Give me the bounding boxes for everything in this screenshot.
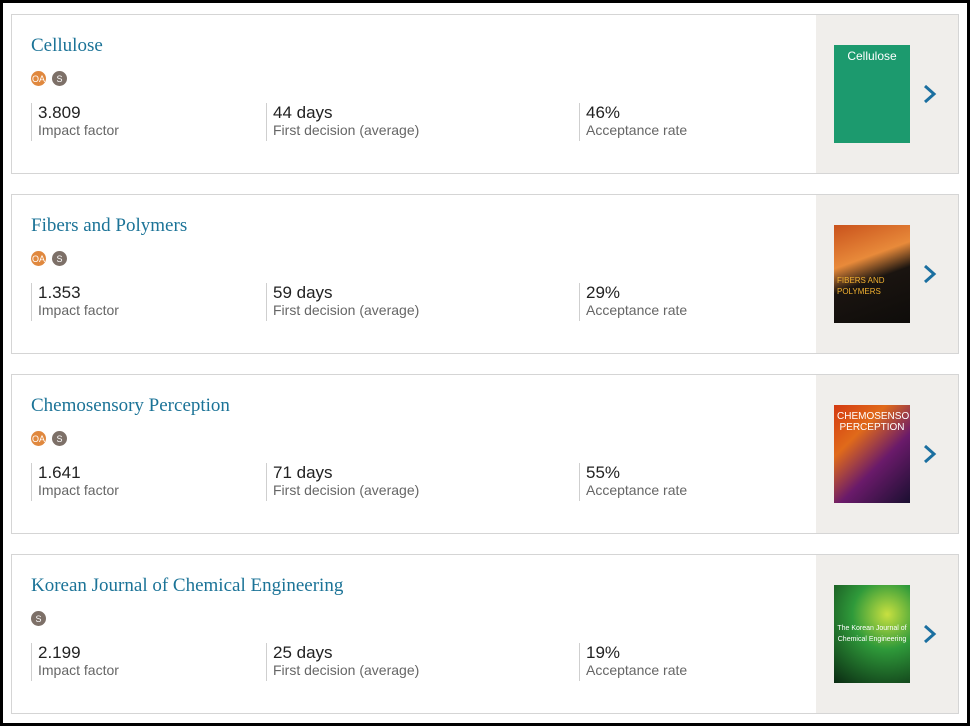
metric: 2.199 Impact factor (31, 643, 119, 681)
metric: 1.353 Impact factor (31, 283, 119, 321)
metric: 19% Acceptance rate (579, 643, 687, 681)
badge: S (31, 611, 46, 626)
journal-title[interactable]: Korean Journal of Chemical Engineering (31, 575, 344, 596)
chevron-icon (924, 624, 937, 644)
chevron-icon (924, 444, 937, 464)
metric-label: First decision (average) (273, 122, 420, 138)
metric: 55% Acceptance rate (579, 463, 687, 501)
metric-label: First decision (average) (273, 302, 420, 318)
metric-label: Acceptance rate (586, 302, 688, 318)
chevron[interactable] (922, 623, 938, 645)
chevron-icon (924, 264, 937, 284)
cover-panel[interactable]: Cellulose (816, 15, 958, 173)
metric-value: 29% (586, 283, 621, 302)
metric-value: 2.199 (38, 643, 81, 662)
metric-value: 44 days (273, 103, 333, 122)
journal-card[interactable]: Korean Journal of Chemical Engineering S 2… (11, 554, 959, 714)
chevron-icon (924, 84, 937, 104)
metric-label: Acceptance rate (586, 122, 688, 138)
metric: 25 days First decision (average) (266, 643, 419, 681)
journal-title[interactable]: Cellulose (31, 35, 103, 56)
badges: OA S (31, 431, 67, 446)
journal-card[interactable]: Chemosensory Perception OA S 1.641 Impact fa… (11, 374, 959, 534)
cover-image: The Korean Journal of Chemical Engineeri… (834, 585, 910, 683)
metric-value: 19% (586, 643, 621, 662)
cover-panel[interactable]: The Korean Journal of Chemical Engineeri… (816, 555, 958, 713)
metric-value: 59 days (273, 283, 333, 302)
metric: 29% Acceptance rate (579, 283, 687, 321)
metric-value: 25 days (273, 643, 333, 662)
chevron[interactable] (922, 443, 938, 465)
badge: S (52, 431, 67, 446)
badges: OA S (31, 71, 67, 86)
metric-value: 55% (586, 463, 621, 482)
badge: S (52, 251, 67, 266)
metric-label: Impact factor (38, 302, 119, 318)
journal-title[interactable]: Chemosensory Perception (31, 395, 230, 416)
badges: S (31, 611, 46, 626)
journal-title[interactable]: Fibers and Polymers (31, 215, 188, 236)
chevron[interactable] (922, 263, 938, 285)
badge: OA (31, 71, 46, 86)
metric: 71 days First decision (average) (266, 463, 419, 501)
metric: 59 days First decision (average) (266, 283, 419, 321)
metric: 1.641 Impact factor (31, 463, 119, 501)
metric-label: Acceptance rate (586, 662, 688, 678)
cover-panel[interactable]: CHEMOSENSORY PERCEPTION (816, 375, 958, 533)
metric-value: 71 days (273, 463, 333, 482)
cover-panel[interactable]: FIBERS AND POLYMERS (816, 195, 958, 353)
metric-label: Acceptance rate (586, 482, 688, 498)
metric-value: 1.641 (38, 463, 81, 482)
metric-value: 46% (586, 103, 621, 122)
chevron[interactable] (922, 83, 938, 105)
metric: 46% Acceptance rate (579, 103, 687, 141)
badges: OA S (31, 251, 67, 266)
metric-label: Impact factor (38, 482, 119, 498)
cover-image: CHEMOSENSORY PERCEPTION (834, 405, 910, 503)
metric-value: 1.353 (38, 283, 81, 302)
metric-label: First decision (average) (273, 482, 420, 498)
metric-label: Impact factor (38, 122, 119, 138)
badge: S (52, 71, 67, 86)
metric: 44 days First decision (average) (266, 103, 419, 141)
metric: 3.809 Impact factor (31, 103, 119, 141)
metric-value: 3.809 (38, 103, 81, 122)
cover-image: FIBERS AND POLYMERS (834, 225, 910, 323)
badge: OA (31, 251, 46, 266)
journal-card[interactable]: Fibers and Polymers OA S 1.353 Impact factor… (11, 194, 959, 354)
journal-card[interactable]: Cellulose OA S 3.809 Impact factor 44 days Fir… (11, 14, 959, 174)
badge: OA (31, 431, 46, 446)
cover-image: Cellulose (834, 45, 910, 143)
metric-label: Impact factor (38, 662, 119, 678)
metric-label: First decision (average) (273, 662, 420, 678)
